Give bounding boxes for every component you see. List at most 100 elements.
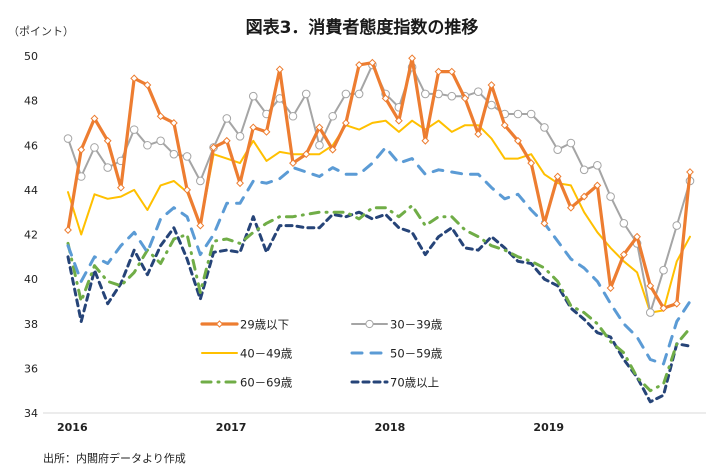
data-point [593,181,602,190]
y-tick-label: 38 [24,318,38,331]
data-point [182,152,192,161]
data-point [447,67,456,76]
data-point [262,127,271,136]
series-line [66,210,692,404]
data-point [593,161,602,170]
legend-label: 30－39歳 [390,318,443,332]
y-tick-label: 42 [24,229,38,242]
data-point [288,111,298,121]
x-tick-label: 2016 [57,421,88,434]
data-point [579,165,589,175]
data-point [90,143,99,152]
data-point [527,159,536,168]
data-point [341,89,351,99]
legend-item: 29歳以下 [200,318,289,332]
data-point [156,136,165,146]
series-line [66,146,692,366]
data-point [633,232,641,241]
data-point [103,163,113,172]
x-tick-label: 2019 [533,421,564,434]
y-tick-label: 48 [24,95,38,108]
data-point [672,299,681,308]
series-line [66,204,692,393]
data-point [646,281,655,290]
data-point [672,221,682,230]
data-point [606,284,615,292]
data-point [540,123,549,132]
data-point [487,81,496,89]
data-point [222,114,232,123]
data-point [90,114,99,123]
y-tick-label: 34 [24,407,38,420]
legend-item: 50－59歳 [350,347,443,361]
x-tick-label: 2018 [375,421,406,434]
data-point [355,61,364,69]
y-tick-label: 46 [24,139,38,152]
data-point [196,221,205,230]
data-point [63,134,73,143]
y-axis: 34 36 38 40 42 44 46 48 50 [24,50,38,420]
data-point [566,203,575,212]
series-line [67,119,691,314]
data-point [77,145,86,154]
data-point [580,192,589,201]
data-point [461,94,469,103]
data-point [169,149,179,159]
data-point [474,130,483,139]
data-point [275,65,284,74]
legend-item: 30－39歳 [351,318,443,332]
data-point [354,89,364,99]
data-point [117,183,125,192]
data-point [566,138,576,148]
data-point [143,140,152,150]
data-point [421,136,430,145]
legend-marker [215,320,224,328]
data-point [500,121,509,130]
data-point [302,150,311,159]
data-point [553,172,562,181]
legend-item: 40－49歳 [201,347,293,361]
data-point [381,94,390,103]
series-1 [64,54,694,313]
series-4 [66,146,692,366]
data-point [143,81,152,89]
data-point [619,250,628,259]
data-point [513,109,523,119]
data-point [526,109,536,119]
data-point [408,54,416,63]
legend-item: 70歳以上 [350,376,439,390]
data-point [619,219,629,228]
legend: 29歳以下 30－39歳 40－49歳 50－59歳 60－69歳 70歳以上 [200,318,443,390]
data-point [289,159,297,168]
data-point [103,136,112,145]
data-point [249,123,258,132]
data-point [130,74,139,83]
data-point [394,116,403,125]
data-point [368,58,377,67]
data-point [686,168,694,176]
data-point [169,119,178,127]
legend-marker [365,319,374,329]
data-point [447,91,457,101]
series-3 [67,119,691,314]
legend-label: 29歳以下 [240,318,289,332]
data-point [235,132,245,141]
data-point [659,304,668,313]
y-tick-label: 40 [24,273,38,286]
y-tick-label: 36 [24,362,38,375]
data-point [473,87,483,96]
data-point [64,226,72,234]
data-point [553,145,562,155]
x-tick-label: 2017 [216,421,247,434]
chart-title: 図表3．消費者態度指数の推移 [246,17,479,38]
data-point [156,112,165,121]
data-point [248,91,258,101]
data-point [342,119,350,127]
y-tick-label: 50 [24,50,38,63]
y-axis-unit-label: （ポイント） [8,25,74,38]
data-point [434,67,443,76]
source-note: 出所：内閣府データより作成 [43,451,186,465]
data-point [328,111,337,121]
data-point [315,140,324,150]
